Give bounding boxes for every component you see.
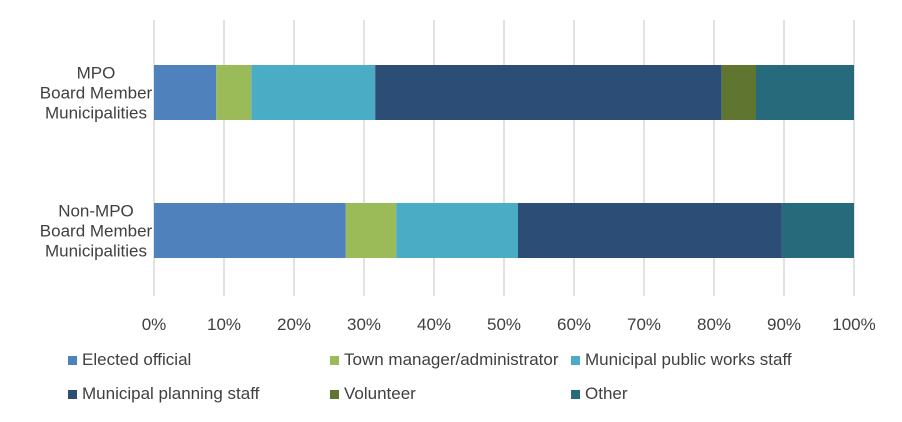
bar-segment: [251, 65, 376, 120]
bar-segment: [518, 203, 782, 258]
legend-item: Municipal public works staff: [571, 350, 792, 370]
legend-label: Volunteer: [344, 384, 416, 403]
x-tick-label: 20%: [277, 315, 311, 334]
bar-segment: [345, 203, 397, 258]
legend-item: Elected official: [68, 350, 191, 370]
legend-swatch: [330, 389, 339, 399]
x-tick-label: 40%: [417, 315, 451, 334]
legend-item: Other: [571, 384, 628, 404]
y-category-label: MPO Board Member Municipalities: [40, 64, 153, 123]
bar-segment: [154, 65, 217, 120]
x-tick-label: 30%: [347, 315, 381, 334]
legend-label: Other: [585, 384, 628, 403]
x-tick-label: 80%: [697, 315, 731, 334]
plot-area: 0% 10% 20% 30% 40% 50% 60% 70% 80% 90% 100% MPO Boar…: [40, 20, 876, 334]
legend-swatch: [330, 355, 339, 365]
legend-label: Municipal public works staff: [585, 350, 792, 369]
bar-segment: [756, 65, 854, 120]
x-tick-label: 50%: [487, 315, 521, 334]
x-tick-label: 60%: [557, 315, 591, 334]
bar-segment: [781, 203, 854, 258]
legend-label: Elected official: [82, 350, 192, 369]
legend-label: Municipal planning staff: [82, 384, 260, 403]
bar-segment: [375, 65, 722, 120]
legend-swatch: [571, 389, 580, 399]
legend-label: Town manager/administrator: [344, 350, 559, 369]
x-tick-label: 10%: [207, 315, 241, 334]
y-category-label: Non-MPO Board Member Municipalities: [40, 202, 153, 261]
x-tick-label: 90%: [767, 315, 801, 334]
bar-segment: [396, 203, 518, 258]
legend-item: Town manager/administrator: [330, 350, 558, 370]
legend-item: Volunteer: [330, 384, 416, 404]
bar-segment: [216, 65, 252, 120]
legend-swatch: [571, 355, 580, 365]
x-tick-label: 70%: [627, 315, 661, 334]
x-tick-label: 100%: [832, 315, 875, 334]
legend-item: Municipal planning staff: [68, 384, 259, 404]
bar-segment: [154, 203, 346, 258]
bar-segment: [721, 65, 756, 120]
legend-swatch: [68, 389, 77, 399]
x-tick-label: 0%: [142, 315, 167, 334]
legend-swatch: [68, 355, 77, 365]
